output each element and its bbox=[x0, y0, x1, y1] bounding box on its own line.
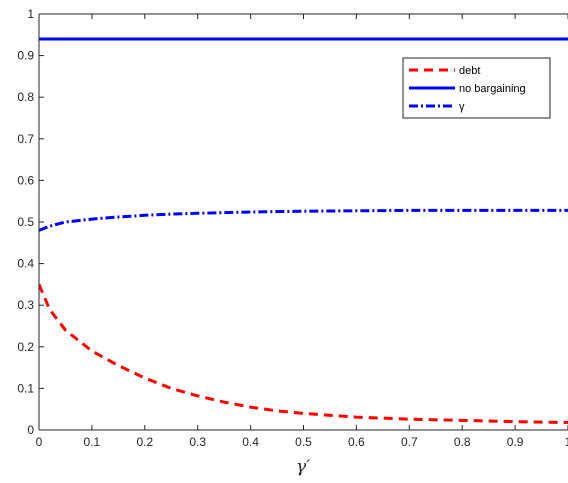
y-tick-label: 0.8 bbox=[17, 90, 34, 104]
x-tick-label: 0.7 bbox=[401, 435, 418, 449]
y-tick-label: 0.5 bbox=[17, 215, 34, 229]
y-tick-label: 0 bbox=[27, 423, 34, 437]
legend-label-1: debt bbox=[459, 65, 480, 77]
y-tick-label: 0.6 bbox=[17, 173, 34, 187]
x-tick-label: 1 bbox=[565, 435, 568, 449]
x-tick-label: 0.2 bbox=[136, 435, 153, 449]
x-tick-label: 0 bbox=[36, 435, 43, 449]
y-tick-label: 0.7 bbox=[17, 132, 34, 146]
y-tick-label: 0.3 bbox=[17, 298, 34, 312]
series-layer bbox=[39, 37, 568, 424]
axes: 0 0.1 0.2 0.3 0.4 0.5 0.6 0.7 0.8 0.9 1 0 0.1 0.2 0.3 0… bbox=[17, 7, 568, 449]
legend-label-2: no bargaining bbox=[459, 83, 526, 95]
x-tick-label: 0.1 bbox=[84, 435, 101, 449]
y-tick-label: 1 bbox=[27, 7, 34, 21]
y-tick-label: 0.9 bbox=[17, 49, 34, 63]
series-line-3 bbox=[39, 208, 568, 232]
x-axis-label: γ′ bbox=[296, 457, 310, 477]
series-line-1 bbox=[39, 283, 568, 424]
x-tick-label: 0.8 bbox=[454, 435, 471, 449]
x-tick-label: 0.3 bbox=[189, 435, 206, 449]
y-tick-label: 0.4 bbox=[17, 257, 34, 271]
legend: debt no bargaining γ bbox=[402, 57, 551, 119]
x-tick-label: 0.4 bbox=[242, 435, 259, 449]
y-tick-label: 0.2 bbox=[17, 340, 34, 354]
y-tick-label: 0.1 bbox=[17, 381, 34, 395]
x-tick-label: 0.5 bbox=[295, 435, 312, 449]
legend-label-3: γ bbox=[459, 101, 465, 113]
x-tick-label: 0.9 bbox=[507, 435, 524, 449]
x-tick-label: 0.6 bbox=[348, 435, 365, 449]
